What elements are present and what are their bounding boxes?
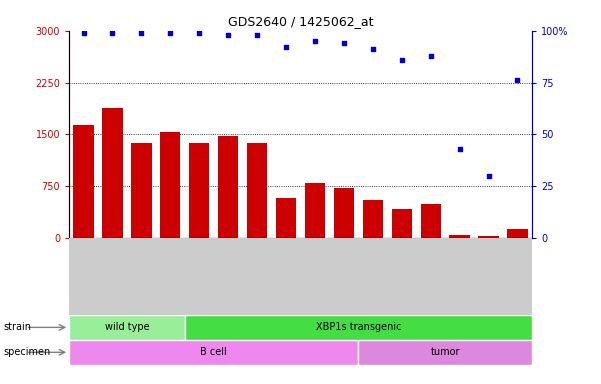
Text: specimen: specimen (3, 347, 50, 358)
Bar (247, 143, 267, 238)
Text: strain: strain (3, 322, 31, 333)
Point (165, 30, 175, 36)
Bar (73, 126, 94, 238)
Point (397, 57, 406, 63)
Point (513, 78, 522, 84)
Text: B cell: B cell (200, 347, 227, 358)
Point (339, 40, 349, 46)
Bar (189, 143, 209, 238)
Bar (276, 198, 296, 238)
Point (310, 38, 320, 44)
Bar (450, 235, 470, 238)
Text: tumor: tumor (430, 347, 460, 358)
Text: wild type: wild type (105, 322, 149, 333)
Bar (507, 229, 528, 238)
Bar (362, 200, 383, 238)
Point (426, 53, 436, 59)
Point (368, 46, 377, 53)
Title: GDS2640 / 1425062_at: GDS2640 / 1425062_at (228, 15, 373, 28)
Point (79, 30, 88, 36)
Bar (69, 315, 185, 340)
Point (224, 32, 233, 38)
Bar (160, 132, 180, 238)
Bar (392, 209, 412, 238)
Point (484, 173, 493, 179)
Bar (102, 108, 123, 238)
Point (195, 30, 204, 36)
Point (281, 44, 291, 50)
Bar (358, 340, 532, 365)
Point (455, 146, 465, 152)
Bar (478, 236, 499, 238)
Point (252, 32, 262, 38)
Bar (305, 183, 325, 238)
Bar (218, 136, 239, 238)
Bar (185, 315, 532, 340)
Point (108, 30, 117, 36)
Bar (334, 188, 354, 238)
Point (136, 30, 146, 36)
Text: XBP1s transgenic: XBP1s transgenic (316, 322, 401, 333)
Bar (69, 340, 358, 365)
Bar (131, 143, 151, 238)
Bar (421, 204, 441, 238)
